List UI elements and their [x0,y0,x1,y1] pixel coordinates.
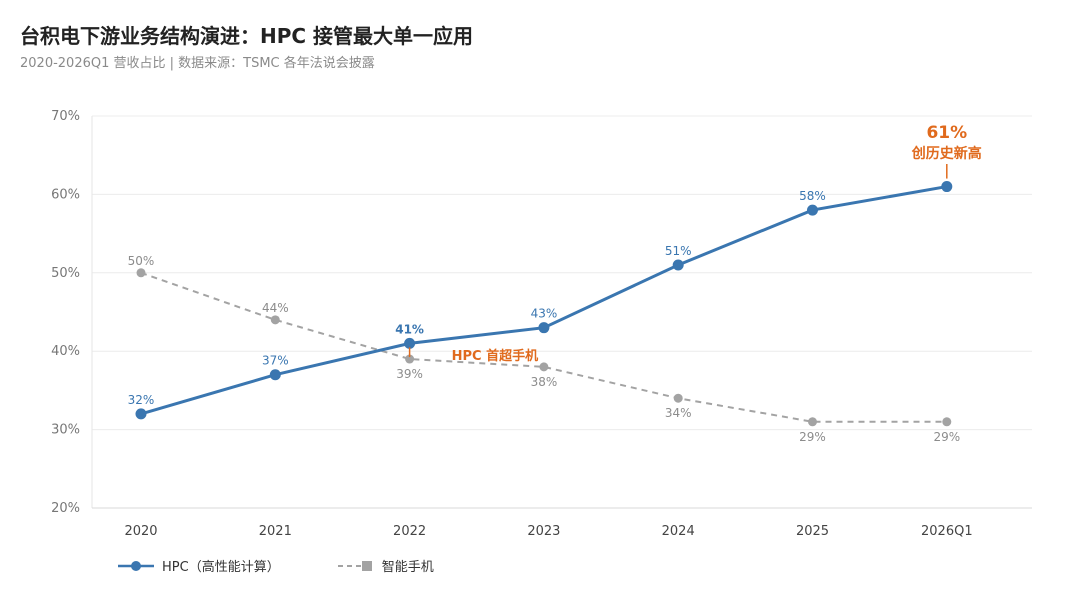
crossover-annotation: HPC 首超手机 [452,348,538,364]
data-point-smartphone [942,417,952,427]
x-tick-label: 2021 [259,524,292,539]
data-point-smartphone [808,417,817,427]
data-point-hpc [672,259,684,271]
data-label-smartphone: 34% [665,406,692,420]
data-label-smartphone: 39% [396,367,423,381]
data-label-hpc: 41% [395,322,424,336]
y-tick-label: 70% [51,109,80,124]
data-point-hpc [941,181,953,193]
data-label-smartphone: 50% [128,254,155,268]
chart-legend: HPC（高性能计算） 智能手机 [118,556,434,575]
data-label-hpc: 43% [531,307,558,321]
data-label-smartphone: 29% [799,430,826,444]
y-tick-label: 30% [51,423,80,438]
record-high-annotation: 创历史新高 [911,145,982,162]
data-point-hpc [135,408,147,420]
data-point-smartphone [673,393,683,403]
legend-smartphone-label: 智能手机 [381,560,434,575]
y-tick-label: 20% [51,501,80,516]
legend-item-smartphone: 智能手机 [337,556,434,575]
data-label-hpc: 37% [262,354,289,368]
record-high-value: 61% [926,123,967,143]
x-tick-label: 2026Q1 [921,524,973,539]
y-tick-label: 40% [51,344,80,359]
data-label-hpc: 32% [128,393,155,407]
data-point-smartphone [405,354,415,364]
x-tick-label: 2023 [527,524,560,539]
x-tick-label: 2024 [662,524,695,539]
x-tick-label: 2025 [796,524,829,539]
data-label-hpc: 51% [665,244,692,258]
data-label-smartphone: 44% [262,301,289,315]
y-tick-label: 50% [51,266,80,281]
x-tick-label: 2022 [393,524,426,539]
data-label-smartphone: 29% [933,430,960,444]
legend-hpc-label: HPC（高性能计算） [162,560,280,575]
data-point-smartphone [270,315,280,325]
data-point-hpc [269,369,281,381]
page-title: 台积电下游业务结构演进：HPC 接管最大单一应用 [20,24,474,48]
legend-item-hpc: HPC（高性能计算） [118,556,280,575]
data-label-smartphone: 38% [531,375,558,389]
data-point-hpc [807,204,818,216]
data-point-smartphone [539,362,549,372]
data-point-smartphone [136,268,146,278]
data-point-hpc [538,322,550,334]
data-point-hpc [404,337,416,349]
x-tick-label: 2020 [124,524,157,539]
data-label-hpc: 58% [799,189,826,203]
legend-smartphone-swatch [337,560,374,571]
legend-hpc-swatch [118,560,154,571]
page-subtitle: 2020-2026Q1 营收占比 | 数据来源：TSMC 各年法说会披露 [20,56,375,71]
y-tick-label: 60% [51,187,80,202]
series-line-smartphone [140,271,947,423]
